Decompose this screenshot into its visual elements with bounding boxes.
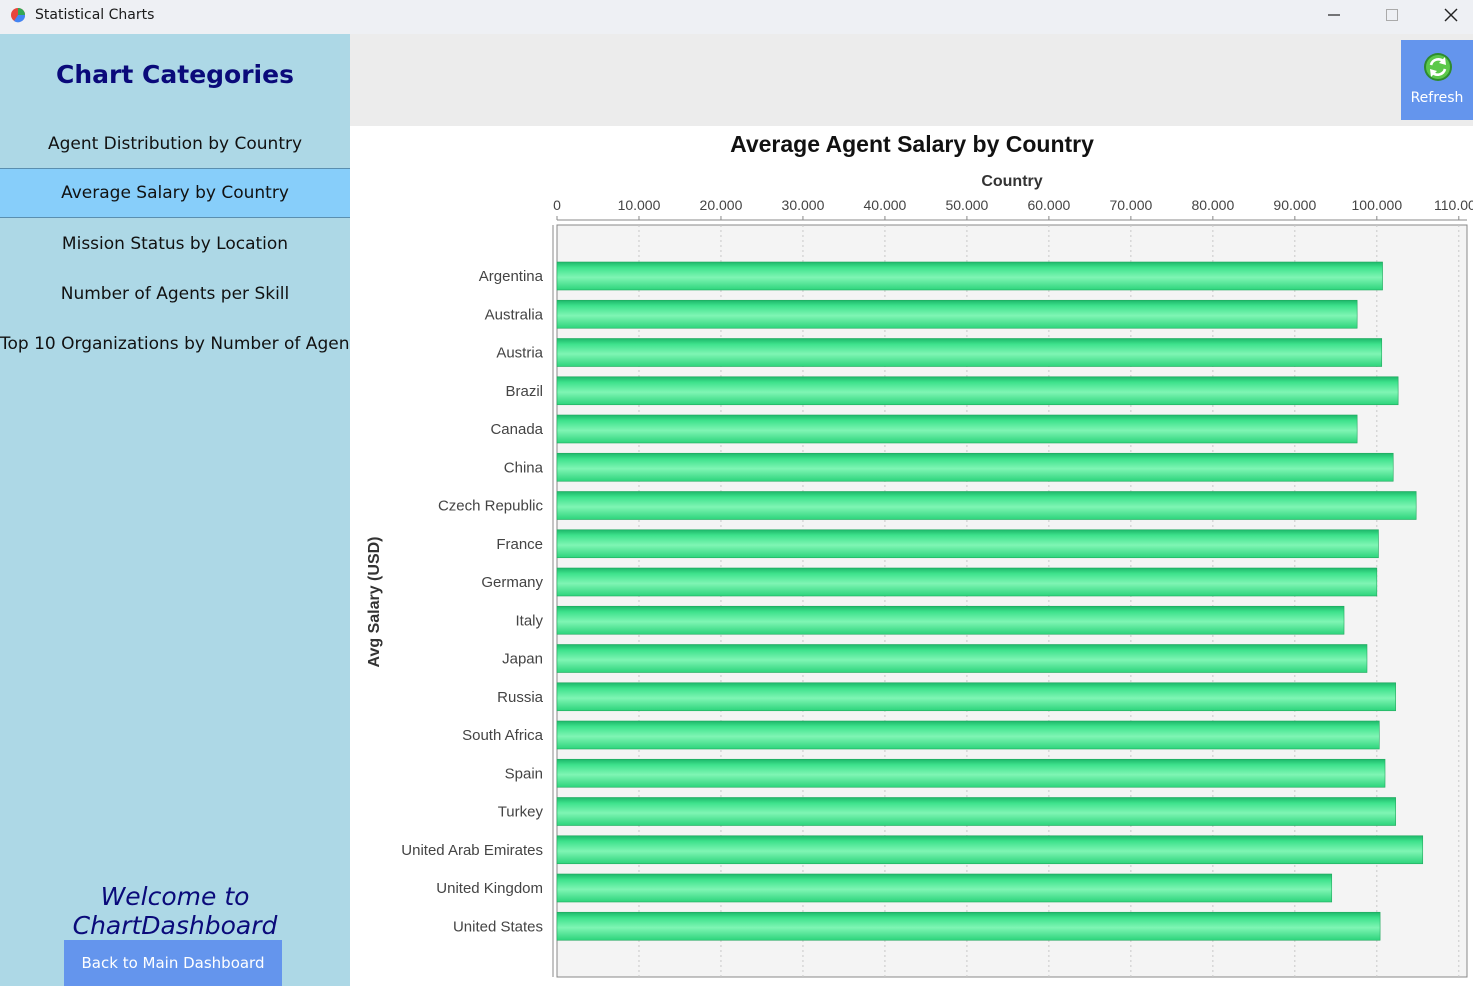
maximize-button[interactable] xyxy=(1363,0,1421,30)
tick-label: 110.000 xyxy=(1434,197,1473,213)
category-label: Brazil xyxy=(505,383,543,400)
refresh-button[interactable]: Refresh xyxy=(1401,40,1473,120)
sidebar-item-agent-distribution[interactable]: Agent Distribution by Country xyxy=(47,134,303,154)
category-label: Japan xyxy=(502,651,543,668)
minimize-icon xyxy=(1328,14,1340,16)
minimize-button[interactable] xyxy=(1305,0,1363,30)
tick-label: 90.000 xyxy=(1273,197,1316,213)
chart-title: Average Agent Salary by Country xyxy=(730,131,1094,157)
chart-axis-label-top: Country xyxy=(981,173,1042,190)
refresh-label: Refresh xyxy=(1410,90,1464,106)
category-label: United States xyxy=(453,918,543,935)
tick-label: 100.000 xyxy=(1352,197,1403,213)
category-label: Argentina xyxy=(479,268,544,285)
plot-area xyxy=(556,224,1468,978)
salary-bar-chart: Average Agent Salary by Country Country … xyxy=(366,131,1473,978)
maximize-icon xyxy=(1386,9,1398,21)
bar xyxy=(556,758,1386,788)
sidebar-item-average-salary[interactable]: Average Salary by Country xyxy=(0,168,350,218)
refresh-icon xyxy=(1424,53,1452,81)
category-label: Australia xyxy=(485,306,544,323)
category-label: United Arab Emirates xyxy=(401,842,543,859)
bar xyxy=(556,299,1358,329)
app-icon xyxy=(11,8,26,23)
bar xyxy=(556,682,1396,712)
bar xyxy=(556,797,1396,826)
tick-label: 60.000 xyxy=(1027,197,1070,213)
bar xyxy=(556,452,1394,482)
sidebar: Chart Categories Agent Distribution by C… xyxy=(0,34,365,986)
category-label: Canada xyxy=(490,421,543,438)
sidebar-item-agents-per-skill[interactable]: Number of Agents per Skill xyxy=(60,284,290,304)
chart-panel: Average Agent Salary by Country Country … xyxy=(350,126,1473,986)
category-label: United Kingdom xyxy=(436,880,543,897)
bar xyxy=(556,605,1345,635)
bar xyxy=(556,567,1378,597)
welcome-text: Welcome to ChartDashboard xyxy=(72,882,278,940)
tick-label: 40.000 xyxy=(864,197,907,213)
top-toolbar xyxy=(350,34,1473,126)
bar xyxy=(556,835,1424,865)
chart-axis-label-left: Avg Salary (USD) xyxy=(366,537,383,668)
tick-label: 80.000 xyxy=(1191,197,1234,213)
tick-label: 70.000 xyxy=(1109,197,1152,213)
sidebar-heading: Chart Categories xyxy=(56,60,294,89)
back-to-main-dashboard-button[interactable]: Back to Main Dashboard xyxy=(64,940,282,986)
tick-label: 20.000 xyxy=(700,197,743,213)
bar xyxy=(556,873,1333,903)
category-label: South Africa xyxy=(462,727,544,744)
tick-label: 50.000 xyxy=(945,197,988,213)
category-label: Czech Republic xyxy=(438,498,544,515)
bar xyxy=(556,720,1380,750)
category-label: Turkey xyxy=(498,804,544,821)
tick-label: 10.000 xyxy=(618,197,661,213)
close-icon xyxy=(1444,8,1458,22)
sidebar-item-top-organizations[interactable]: Top 10 Organizations by Number of Agents xyxy=(0,334,365,354)
bar xyxy=(556,911,1381,941)
sidebar-item-mission-status[interactable]: Mission Status by Location xyxy=(61,234,289,254)
bar xyxy=(556,338,1383,367)
tick-label: 30.000 xyxy=(782,197,825,213)
category-label: Austria xyxy=(496,345,543,362)
bar xyxy=(556,376,1399,406)
bar xyxy=(556,491,1417,520)
category-label: Germany xyxy=(481,574,543,591)
bar xyxy=(556,414,1358,444)
category-label: Italy xyxy=(515,612,543,629)
bar xyxy=(556,644,1368,673)
category-label: China xyxy=(504,459,544,476)
bar xyxy=(556,529,1379,559)
window-titlebar: Statistical Charts xyxy=(0,0,1473,34)
category-label: France xyxy=(496,536,543,553)
close-button[interactable] xyxy=(1422,0,1473,30)
category-label: Russia xyxy=(497,689,544,706)
tick-label: 0 xyxy=(553,197,561,213)
window-title: Statistical Charts xyxy=(35,7,155,23)
bar xyxy=(556,261,1383,291)
category-label: Spain xyxy=(505,765,543,782)
